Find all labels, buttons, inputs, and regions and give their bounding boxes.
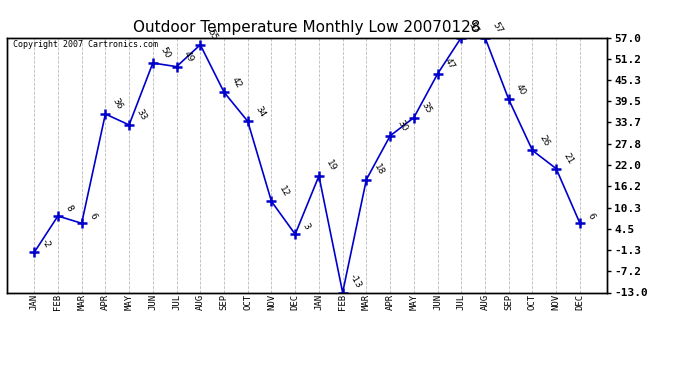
Text: 21: 21	[562, 152, 575, 166]
Text: 55: 55	[206, 27, 219, 42]
Text: 3: 3	[301, 222, 311, 231]
Text: 57: 57	[491, 20, 504, 35]
Text: 19: 19	[324, 159, 338, 173]
Text: 34: 34	[253, 104, 267, 118]
Text: 26: 26	[538, 133, 551, 148]
Text: 42: 42	[230, 75, 243, 89]
Text: 50: 50	[159, 46, 172, 60]
Text: 57: 57	[467, 20, 480, 35]
Text: 30: 30	[395, 118, 409, 133]
Text: -13: -13	[348, 273, 364, 290]
Text: 6: 6	[87, 211, 98, 220]
Text: 18: 18	[372, 162, 386, 177]
Text: Copyright 2007 Cartronics.com: Copyright 2007 Cartronics.com	[13, 40, 158, 49]
Text: 49: 49	[182, 50, 195, 64]
Text: -2: -2	[40, 237, 52, 250]
Text: 12: 12	[277, 184, 290, 199]
Text: 35: 35	[420, 100, 433, 115]
Text: 33: 33	[135, 108, 148, 122]
Text: 36: 36	[111, 97, 124, 111]
Text: 8: 8	[63, 204, 74, 213]
Text: 47: 47	[443, 57, 457, 71]
Text: 40: 40	[514, 82, 528, 97]
Text: 6: 6	[586, 211, 596, 220]
Title: Outdoor Temperature Monthly Low 20070128: Outdoor Temperature Monthly Low 20070128	[133, 20, 481, 35]
